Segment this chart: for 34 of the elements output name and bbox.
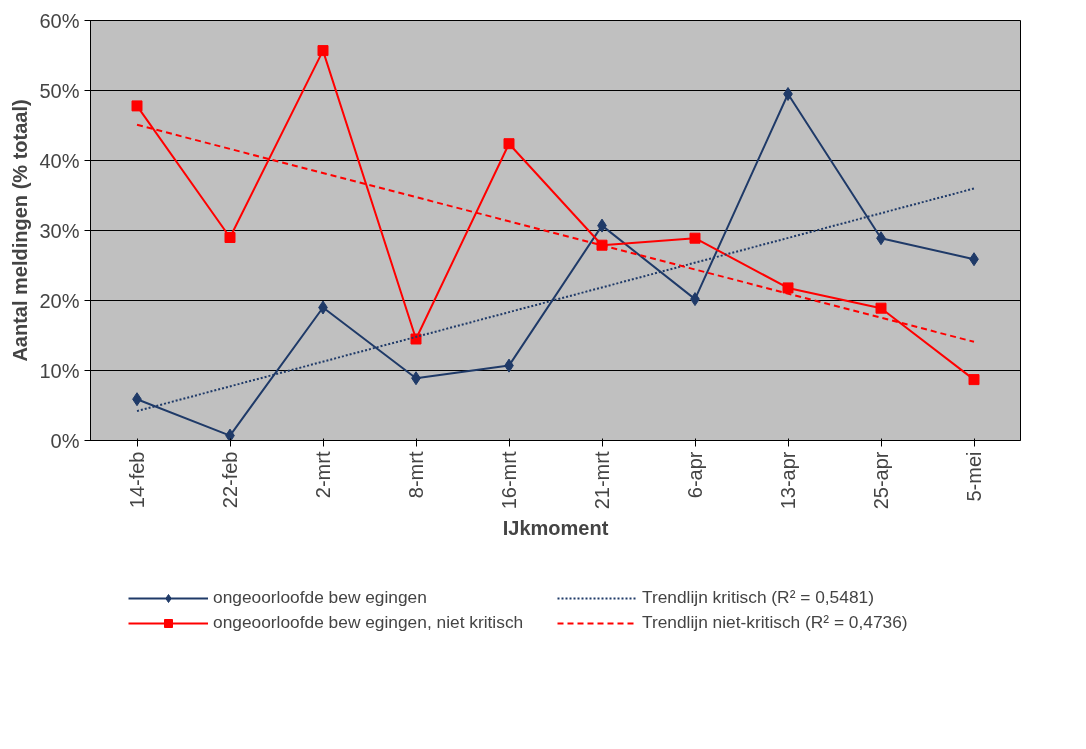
x-tick-label: 22-feb [219, 451, 241, 509]
x-tick-label: 25-apr [870, 451, 892, 510]
y-axis-title: Aantal meldingen (% totaal) [9, 99, 32, 362]
x-tick-label: 6-apr [684, 451, 706, 499]
legend-label: Trendlijn kritisch (R² = 0,5481) [642, 587, 875, 608]
point [782, 282, 794, 294]
point [783, 87, 793, 101]
legend-label: Trendlijn niet-kritisch (R² = 0,4736) [642, 612, 909, 633]
x-tick-label: 2-mrt [312, 451, 334, 499]
y-tick-label: 30% [39, 219, 80, 242]
y-tick-label: 60% [39, 9, 80, 32]
point [503, 138, 515, 150]
y-tick-label: 10% [39, 359, 80, 382]
x-axis-title: IJkmoment [502, 517, 609, 540]
point [225, 428, 235, 441]
y-tick-label: 50% [39, 79, 80, 102]
point [131, 100, 143, 112]
y-tick-label: 0% [50, 429, 80, 452]
x-tick-label: 5-mei [963, 451, 985, 502]
x-tick-label: 8-mrt [405, 451, 427, 499]
x-tick-label: 14-feb [126, 451, 148, 509]
point [596, 239, 608, 251]
legend-label: ongeoorloofde bew egingen [213, 587, 428, 608]
point [689, 232, 701, 244]
y-tick-label: 40% [39, 149, 80, 172]
x-tick-label: 21-mrt [591, 451, 613, 510]
x-tick-label: 16-mrt [498, 451, 520, 510]
point [317, 45, 329, 57]
legend-label: ongeoorloofde bew egingen, niet kritisch [213, 612, 525, 633]
point [224, 232, 236, 243]
x-tick-label: 13-apr [777, 451, 799, 510]
point [968, 374, 980, 386]
y-tick-label: 20% [39, 289, 80, 312]
point [875, 302, 887, 314]
